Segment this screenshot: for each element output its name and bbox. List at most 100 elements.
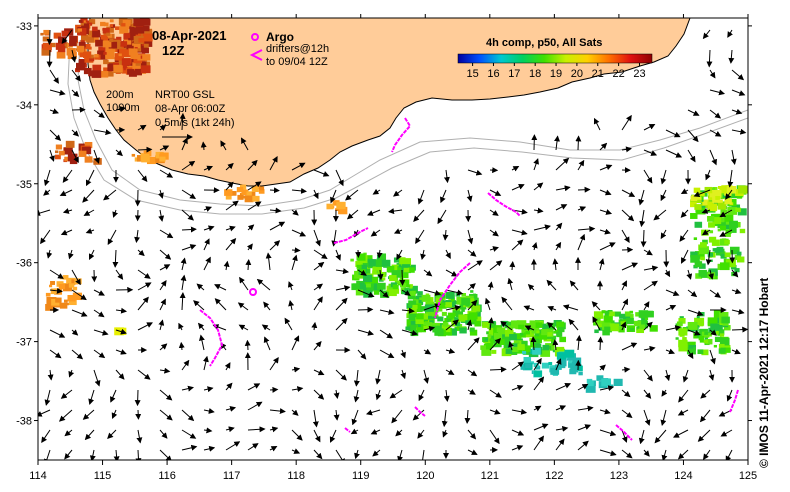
current-arrow <box>47 369 54 381</box>
sst-cell <box>40 32 44 36</box>
sst-cell <box>55 150 59 154</box>
current-arrow <box>687 109 700 116</box>
sst-cell <box>363 274 373 282</box>
current-arrow <box>135 449 142 460</box>
sst-cell <box>100 71 109 78</box>
current-arrow <box>509 261 516 271</box>
sst-cell <box>412 304 418 309</box>
sst-cell <box>445 291 455 299</box>
sst-cell <box>78 48 87 56</box>
current-arrow <box>291 229 307 237</box>
isobath-200m <box>77 39 748 207</box>
sst-cell <box>530 361 535 365</box>
sst-cell <box>65 302 69 306</box>
current-arrow <box>599 164 613 171</box>
current-arrow <box>354 449 360 460</box>
current-arrow <box>552 339 559 351</box>
sst-cell <box>88 30 95 36</box>
sst-cell <box>474 316 482 323</box>
current-arrow <box>731 348 741 355</box>
sst-cell <box>119 26 129 34</box>
sst-cell <box>140 65 151 74</box>
current-arrow <box>203 445 216 452</box>
current-arrow <box>261 324 271 331</box>
current-arrow <box>464 409 471 424</box>
current-arrow <box>158 319 165 331</box>
sst-cell <box>533 370 543 377</box>
current-arrow <box>357 349 367 360</box>
drifter-track <box>391 117 412 153</box>
sst-cell <box>358 287 368 295</box>
current-arrow <box>708 269 714 280</box>
sst-cell <box>626 317 634 325</box>
drifter-track <box>615 424 633 441</box>
current-arrow <box>291 448 301 454</box>
current-arrow <box>445 369 455 375</box>
current-arrow <box>621 114 632 131</box>
current-arrow <box>422 449 425 460</box>
sst-cell <box>712 197 720 203</box>
sst-cell <box>80 22 84 26</box>
y-tick-label: -36 <box>16 258 32 270</box>
current-arrow <box>115 307 128 314</box>
sst-cell <box>42 36 50 42</box>
sst-cell <box>81 40 85 44</box>
sst-cell <box>133 18 143 27</box>
current-arrow <box>555 405 567 411</box>
current-arrow <box>200 141 207 151</box>
sst-cell <box>568 360 572 364</box>
sst-cell <box>78 58 85 64</box>
current-arrow <box>467 169 483 176</box>
colorbar-tick-label: 21 <box>592 68 604 80</box>
sst-cell <box>535 343 542 349</box>
sst-cell <box>558 326 565 333</box>
current-arrow <box>660 409 667 427</box>
current-arrow <box>46 49 53 68</box>
sst-cell <box>121 23 126 27</box>
sst-cell <box>397 266 405 272</box>
current-arrow <box>113 449 120 460</box>
sst-cell <box>146 156 156 165</box>
current-arrow <box>203 206 212 212</box>
sst-cell <box>119 48 126 54</box>
sst-cell <box>719 337 730 346</box>
current-arrow <box>345 189 359 201</box>
current-arrow <box>568 318 579 331</box>
sst-cell <box>550 339 555 343</box>
current-arrow <box>682 369 689 383</box>
current-arrow <box>621 298 628 311</box>
sst-cell <box>564 349 575 358</box>
sst-cell <box>727 207 738 215</box>
sst-cell <box>713 201 718 205</box>
sst-cell <box>596 375 604 381</box>
current-arrow <box>599 385 615 392</box>
current-arrow <box>178 322 184 331</box>
sst-cell <box>249 191 256 197</box>
sst-cell <box>143 43 149 48</box>
sst-cell <box>698 246 709 255</box>
sst-cell <box>722 223 731 230</box>
y-tick-label: -38 <box>16 416 32 428</box>
sst-cell <box>609 311 614 315</box>
sst-cell <box>355 261 363 267</box>
current-arrow <box>247 224 255 231</box>
sst-cell <box>709 259 713 262</box>
current-arrow <box>93 329 109 336</box>
current-arrow <box>621 189 636 197</box>
sst-cell <box>142 25 150 32</box>
sst-cell <box>487 334 492 338</box>
sst-cell <box>114 26 120 30</box>
current-arrow <box>112 209 119 218</box>
sst-patches <box>40 18 748 393</box>
current-arrow <box>59 189 73 196</box>
sst-cell <box>505 348 513 354</box>
current-arrow <box>731 308 745 315</box>
sst-cell <box>58 284 66 290</box>
sst-cell <box>461 309 465 312</box>
sst-cell <box>355 289 364 296</box>
current-arrow <box>134 229 141 244</box>
sst-cell <box>729 191 738 199</box>
current-arrow <box>400 349 406 359</box>
current-arrow <box>467 369 478 377</box>
